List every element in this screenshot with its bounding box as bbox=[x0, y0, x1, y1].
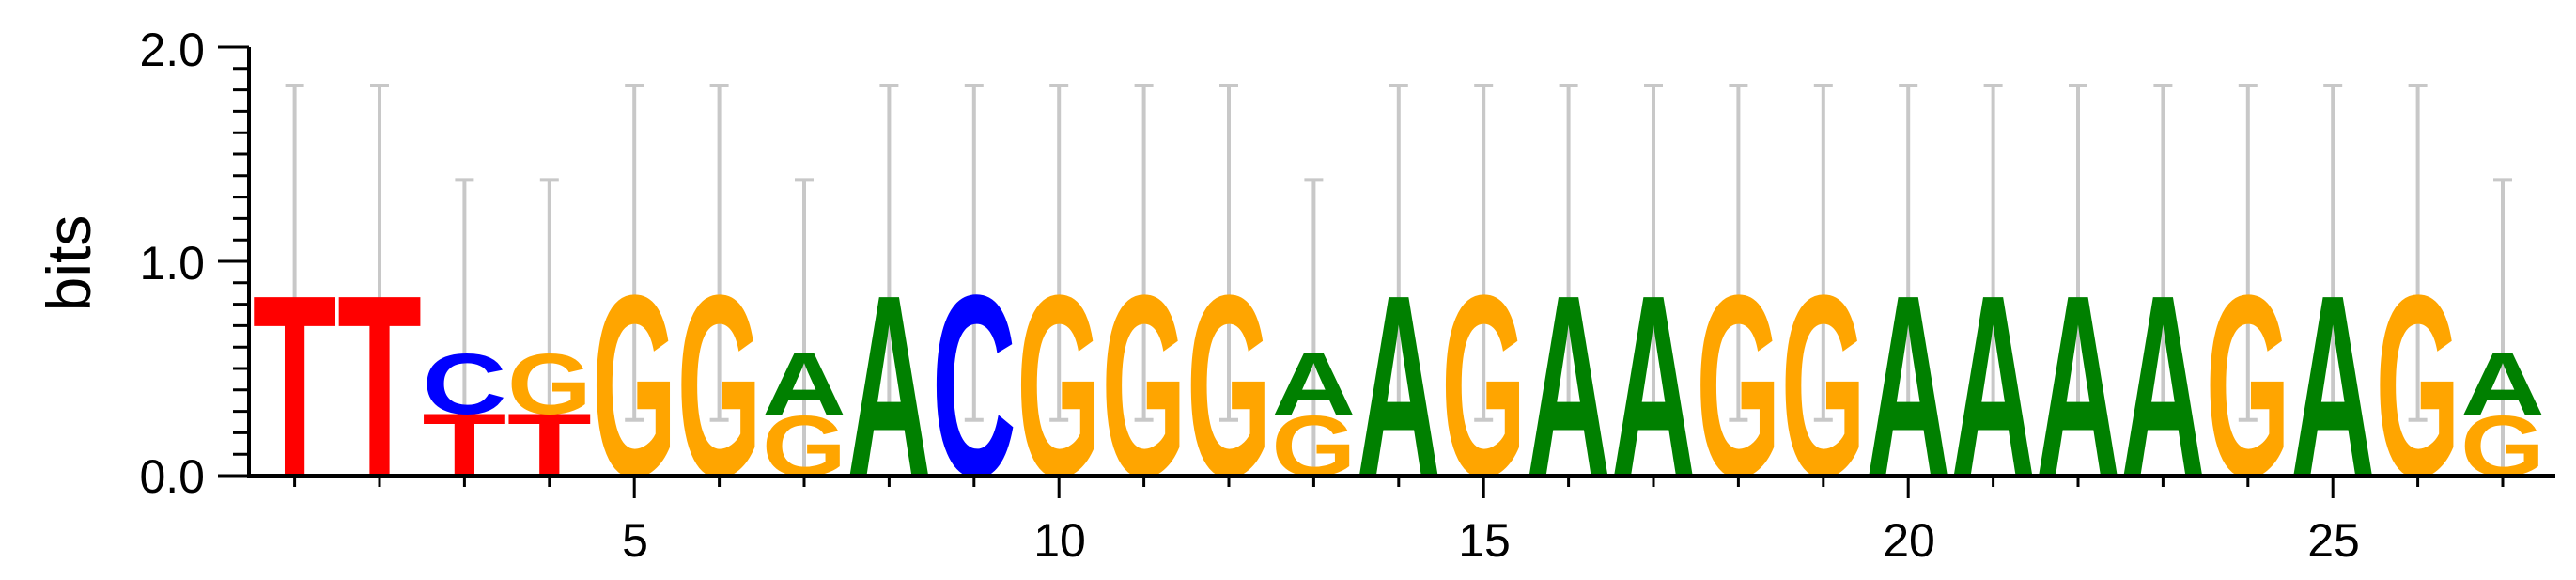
error-bar bbox=[2408, 84, 2428, 422]
logo-letter-a: A bbox=[1271, 335, 1356, 435]
error-bar bbox=[709, 84, 729, 422]
logo-letter-a: A bbox=[762, 335, 846, 435]
logo-letter-g: G bbox=[677, 241, 762, 531]
error-bar bbox=[455, 178, 474, 476]
error-bar bbox=[1813, 84, 1833, 422]
error-bar bbox=[625, 84, 644, 422]
error-bar bbox=[1389, 84, 1408, 422]
error-bar bbox=[1899, 84, 1918, 422]
error-bar bbox=[964, 84, 984, 422]
error-bar bbox=[285, 84, 304, 422]
logo-letter-g: G bbox=[2376, 241, 2460, 531]
error-bar bbox=[370, 84, 389, 422]
logo-letter-a: A bbox=[2036, 242, 2120, 531]
logo-letter-g: G bbox=[2206, 241, 2290, 531]
logo-letter-a: A bbox=[1951, 242, 2036, 531]
logo-letter-a: A bbox=[846, 242, 931, 531]
error-bar bbox=[1219, 84, 1238, 422]
logo-letter-a: A bbox=[1357, 242, 1441, 531]
error-bar bbox=[1474, 84, 1494, 422]
error-bar bbox=[2153, 84, 2173, 422]
logo-letter-g: G bbox=[1102, 241, 1187, 531]
logo-letter-g: G bbox=[1781, 241, 1866, 531]
x-tick-label: 5 bbox=[622, 514, 648, 567]
error-bar bbox=[1049, 84, 1069, 422]
logo-letter-c: C bbox=[422, 337, 506, 432]
error-bar bbox=[879, 84, 899, 422]
error-bar bbox=[2493, 178, 2512, 476]
error-bar bbox=[1644, 84, 1663, 422]
error-bar bbox=[1134, 84, 1154, 422]
y-minor-ticks bbox=[218, 45, 249, 478]
x-tick-label: 10 bbox=[1033, 514, 1086, 567]
error-bar bbox=[539, 178, 559, 476]
y-tick-label: 1.0 bbox=[139, 237, 205, 290]
logo-letter-g: G bbox=[1696, 241, 1780, 531]
y-tick-label: 2.0 bbox=[139, 24, 205, 76]
logo-letter-g: G bbox=[507, 336, 592, 432]
error-bar bbox=[795, 178, 814, 476]
logo-letter-a: A bbox=[1527, 242, 1611, 531]
y-tick-label: 0.0 bbox=[139, 450, 205, 503]
logo-letter-a: A bbox=[2120, 242, 2205, 531]
axes: 0.0 1.0 2.0 bits 5 10 15 20 25 bbox=[34, 24, 2555, 567]
error-bar bbox=[1559, 84, 1578, 422]
x-minor-ticks bbox=[293, 476, 2505, 498]
y-axis-title: bits bbox=[34, 215, 103, 312]
error-bar bbox=[2238, 84, 2258, 422]
logo-letter-a: A bbox=[1611, 242, 1696, 531]
x-tick-label: 20 bbox=[1883, 514, 1935, 567]
logo-letter-g: G bbox=[1187, 241, 1271, 531]
error-bar bbox=[2069, 84, 2087, 422]
error-bar bbox=[2323, 84, 2343, 422]
error-bar bbox=[1983, 84, 2003, 422]
logo-letter-t: T bbox=[253, 241, 337, 530]
logo-letter-t: T bbox=[337, 241, 422, 530]
logo-letter-c: C bbox=[932, 242, 1016, 531]
error-bar bbox=[1304, 178, 1324, 476]
error-bar bbox=[1729, 84, 1748, 422]
x-tick-label: 15 bbox=[1458, 514, 1511, 567]
logo-letter-a: A bbox=[2460, 335, 2545, 435]
x-tick-label: 25 bbox=[2307, 514, 2360, 567]
error-bars bbox=[285, 84, 2512, 476]
